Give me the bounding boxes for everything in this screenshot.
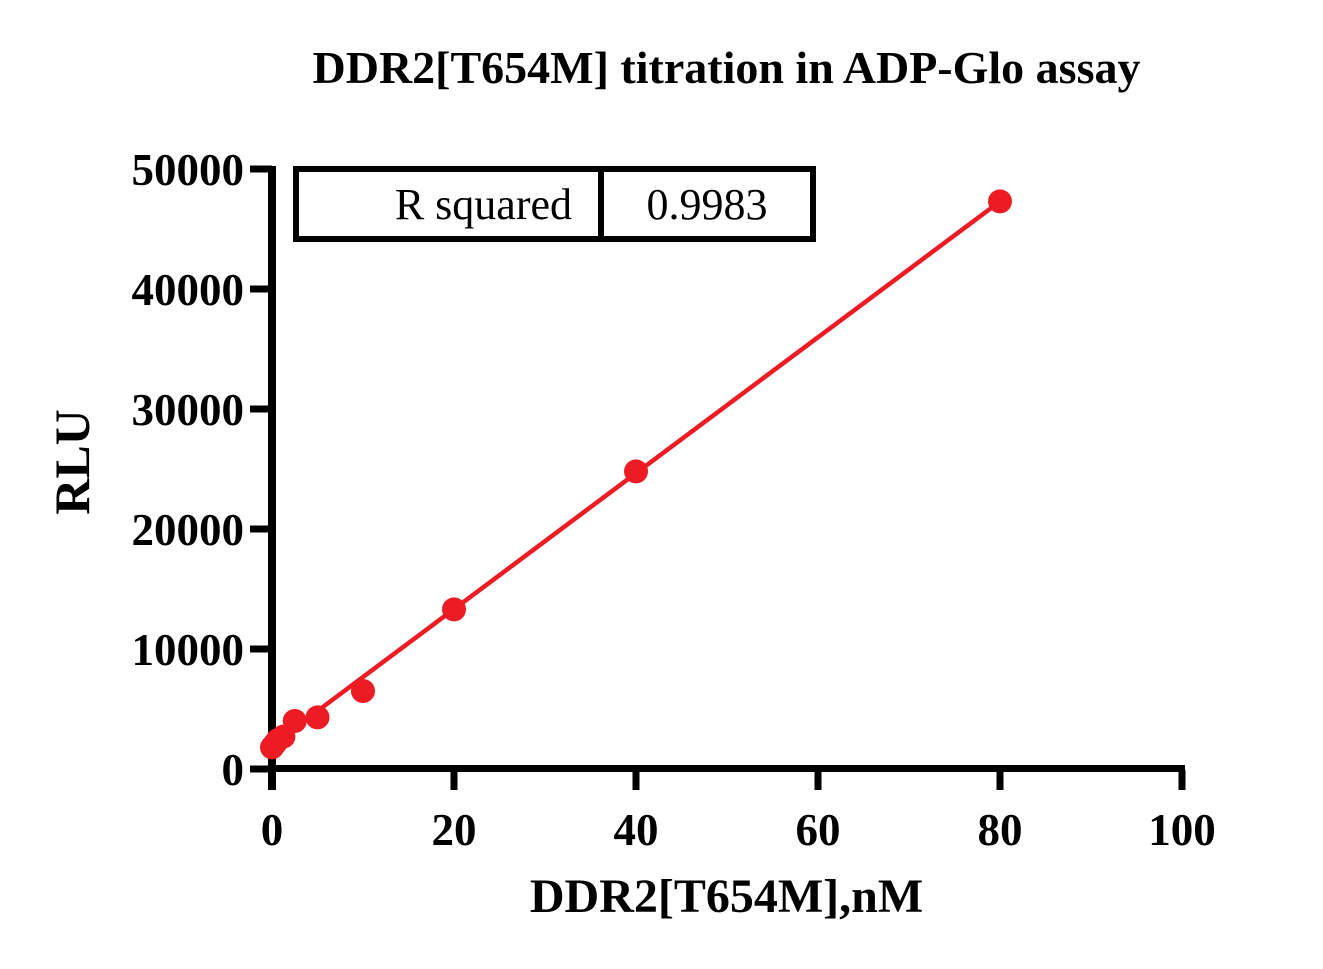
x-tick-label: 40 (614, 805, 659, 855)
y-tick-label: 50000 (132, 145, 245, 195)
x-tick-label: 60 (796, 805, 841, 855)
x-tick-label: 20 (432, 805, 477, 855)
r-squared-box: R squared 0.9983 (293, 166, 816, 242)
data-point (305, 705, 330, 730)
r-squared-label: R squared (299, 172, 604, 236)
data-point (351, 679, 375, 703)
data-point (282, 709, 307, 733)
data-point (988, 189, 1012, 214)
data-point (624, 459, 648, 484)
y-tick-label: 30000 (132, 385, 245, 435)
y-axis-label: RLU (44, 409, 100, 515)
x-tick-label: 100 (1148, 805, 1216, 855)
data-point (442, 597, 466, 622)
x-axis-label: DDR2[T654M],nM (529, 870, 924, 923)
chart-title: DDR2[T654M] titration in ADP-Glo assay (312, 42, 1141, 93)
r-squared-value: 0.9983 (646, 179, 768, 229)
y-tick-label: 0 (222, 745, 245, 795)
y-tick-label: 10000 (132, 625, 245, 675)
y-tick-label: 20000 (132, 505, 245, 555)
y-tick-label: 40000 (132, 265, 245, 315)
x-tick-label: 0 (261, 805, 284, 855)
x-tick-label: 80 (978, 805, 1023, 855)
